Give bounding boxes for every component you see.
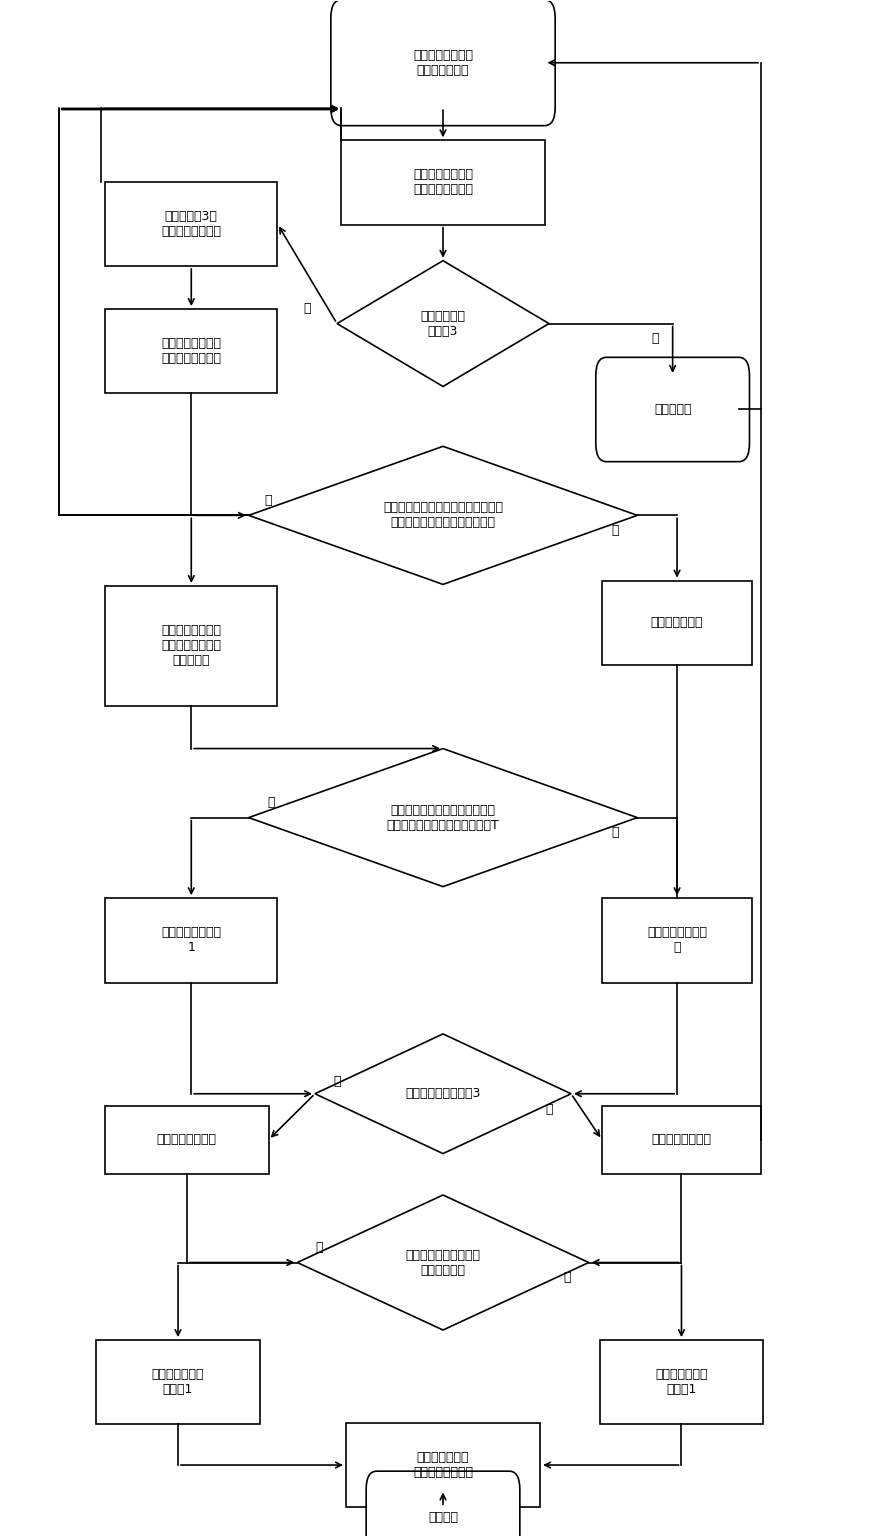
Text: 否: 否	[563, 1271, 571, 1285]
Text: 三角形覆盖区域
数值加1: 三角形覆盖区域 数值加1	[152, 1368, 205, 1396]
Polygon shape	[337, 261, 549, 386]
Text: 是: 是	[264, 493, 272, 507]
FancyBboxPatch shape	[105, 1107, 268, 1174]
FancyBboxPatch shape	[602, 898, 752, 982]
Text: 邻居节点数量最多
的锚节点对为可疑
女巫节点对: 邻居节点数量最多 的锚节点对为可疑 女巫节点对	[161, 624, 222, 667]
FancyBboxPatch shape	[595, 357, 750, 461]
Text: 是: 是	[333, 1074, 341, 1088]
Text: 不存在女巫节点: 不存在女巫节点	[651, 616, 703, 629]
Text: 目标节点收集来自
邻居锚节点的信息: 目标节点收集来自 邻居锚节点的信息	[413, 169, 473, 197]
FancyBboxPatch shape	[366, 1471, 520, 1537]
Text: 定位结束: 定位结束	[428, 1511, 458, 1523]
Text: 锚节点对可疑度大于3: 锚节点对可疑度大于3	[405, 1087, 481, 1100]
FancyBboxPatch shape	[341, 140, 545, 224]
FancyBboxPatch shape	[105, 586, 277, 705]
Text: 是: 是	[315, 1240, 323, 1254]
Text: 否: 否	[611, 827, 619, 839]
Text: 在网络中保留节点: 在网络中保留节点	[651, 1133, 711, 1147]
Text: 否: 否	[611, 524, 619, 538]
Text: 选择不同的3个
锚节点组成三角形: 选择不同的3个 锚节点组成三角形	[161, 211, 222, 238]
FancyBboxPatch shape	[346, 1423, 540, 1508]
Text: 通过邻居节点判断是否
在三角形内部: 通过邻居节点判断是否 在三角形内部	[406, 1248, 480, 1277]
FancyBboxPatch shape	[602, 1107, 761, 1174]
Text: 目标节点接收到可疑女巫节点对
的信号强度差值绝对值小于阈值T: 目标节点接收到可疑女巫节点对 的信号强度差值绝对值小于阈值T	[386, 804, 500, 832]
Polygon shape	[315, 1034, 571, 1154]
Polygon shape	[298, 1194, 588, 1330]
Polygon shape	[249, 446, 637, 584]
FancyBboxPatch shape	[105, 898, 277, 982]
FancyBboxPatch shape	[330, 0, 556, 126]
Text: 是: 是	[267, 796, 275, 808]
Text: 否: 否	[545, 1102, 553, 1116]
FancyBboxPatch shape	[97, 1340, 260, 1425]
Text: 存在某对锚节点的邻居节点数量大于
等于其他数量相等的两对锚节点: 存在某对锚节点的邻居节点数量大于 等于其他数量相等的两对锚节点	[383, 501, 503, 529]
Text: 是: 是	[303, 301, 311, 315]
Text: 数值最大区域的
重心作为节点位置: 数值最大区域的 重心作为节点位置	[413, 1451, 473, 1479]
Text: 从网络中删除节点: 从网络中删除节点	[157, 1133, 217, 1147]
Text: 锚节点对可疑度加
1: 锚节点对可疑度加 1	[161, 927, 222, 954]
Polygon shape	[249, 749, 637, 887]
Text: 计算多个锚节点的
共同邻居节点数量: 计算多个锚节点的 共同邻居节点数量	[161, 337, 222, 366]
FancyBboxPatch shape	[600, 1340, 763, 1425]
Text: 否: 否	[651, 332, 658, 346]
Text: 在未知区域内均匀
部署传感器节点: 在未知区域内均匀 部署传感器节点	[413, 49, 473, 77]
Text: 锚节点对可疑度不
变: 锚节点对可疑度不 变	[647, 927, 707, 954]
FancyBboxPatch shape	[105, 181, 277, 266]
Text: 邻居锚节点个
数大于3: 邻居锚节点个 数大于3	[421, 309, 465, 338]
Text: 三角形覆盖区域
数值减1: 三角形覆盖区域 数值减1	[656, 1368, 708, 1396]
FancyBboxPatch shape	[602, 581, 752, 666]
FancyBboxPatch shape	[105, 309, 277, 393]
Text: 不进行定位: 不进行定位	[654, 403, 691, 417]
